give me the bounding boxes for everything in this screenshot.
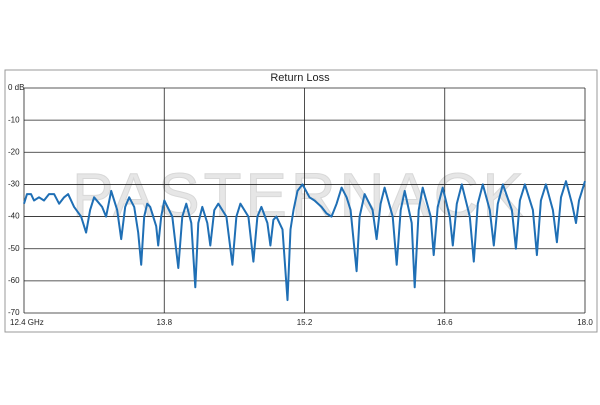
y-tick-label: -70 xyxy=(8,308,20,317)
y-tick-label: -40 xyxy=(8,212,20,221)
y-tick-label: -50 xyxy=(8,244,20,253)
y-tick-label: 0 dB xyxy=(8,83,24,92)
y-tick-label: -60 xyxy=(8,276,20,285)
y-tick-label: -30 xyxy=(8,180,20,189)
x-tick-label: 12.4 GHz xyxy=(10,318,44,327)
x-tick-label: 15.2 xyxy=(297,318,313,327)
chart-title: Return Loss xyxy=(270,72,330,84)
y-tick-label: -20 xyxy=(8,147,20,156)
data-line xyxy=(23,180,586,302)
x-tick-label: 18.0 xyxy=(577,318,593,327)
x-tick-label: 13.8 xyxy=(156,318,172,327)
x-tick-label: 16.6 xyxy=(437,318,453,327)
watermark: PASTERNACK xyxy=(72,161,528,230)
y-tick-label: -10 xyxy=(8,115,20,124)
